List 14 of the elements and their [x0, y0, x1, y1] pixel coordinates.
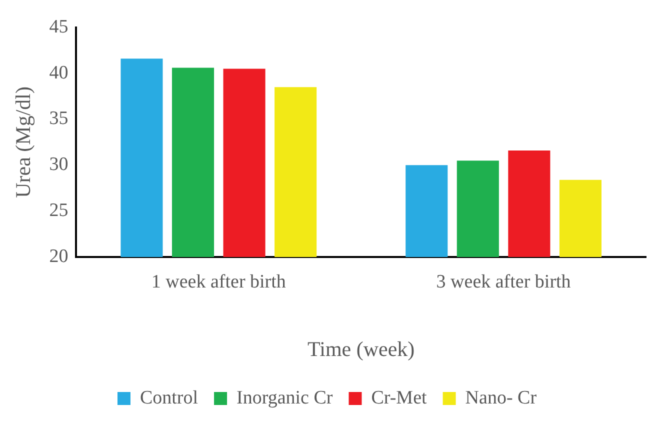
legend-label: Nano- Cr	[465, 387, 538, 408]
legend-label: Inorganic Cr	[236, 387, 334, 408]
y-tick-label: 30	[49, 154, 68, 176]
y-axis-title: Urea (Mg/dl)	[11, 86, 36, 198]
y-tick-label: 40	[49, 62, 68, 84]
legend-label: Control	[140, 387, 198, 408]
y-tick-label: 20	[49, 246, 68, 267]
y-tick-label: 45	[49, 16, 68, 38]
x-axis-title: Time (week)	[308, 336, 415, 361]
y-tick-label: 25	[49, 200, 68, 222]
y-tick-label: 35	[49, 108, 68, 130]
x-tick-label: 3 week after birth	[436, 271, 572, 292]
legend-label: Cr-Met	[371, 387, 428, 408]
x-tick-label: 1 week after birth	[151, 271, 286, 292]
